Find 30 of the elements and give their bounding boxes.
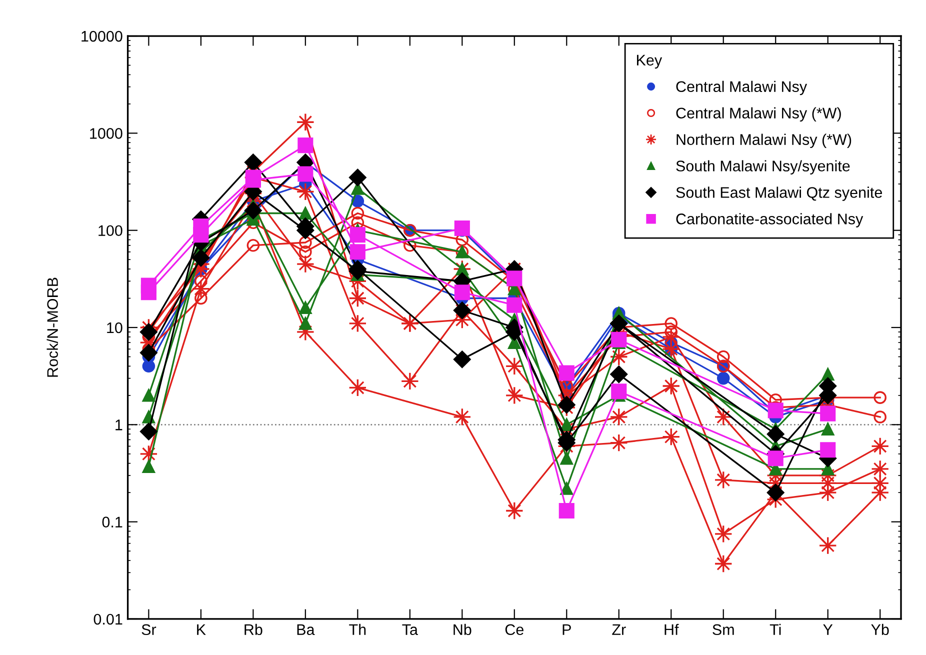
x-tick-label: Ba — [297, 624, 315, 636]
x-tick-label: Hf — [664, 624, 679, 635]
x-tick-label: Th — [349, 624, 366, 635]
x-tick-label: Ce — [505, 624, 524, 636]
y-tick-label: 10000 — [82, 30, 122, 42]
legend-title: Key — [637, 54, 662, 69]
x-tick-label: Nb — [454, 624, 472, 636]
x-tick-label: Sm — [712, 624, 734, 636]
legend-label: South East Malawi Qtz syenite — [676, 186, 882, 201]
legend-label: South Malawi Nsy/syenite — [676, 160, 850, 174]
x-tick-label: K — [197, 624, 206, 635]
y-axis-title: Rock/N-MORB — [46, 278, 58, 377]
y-tick-label: 10 — [107, 322, 122, 334]
legend-label: Northern Malawi Nsy (*W) — [676, 134, 852, 148]
x-tick-label: Sr — [142, 624, 156, 636]
x-tick-label: P — [562, 624, 571, 635]
y-tick-label: 0.1 — [102, 516, 122, 528]
legend-label: Central Malawi Nsy (*W) — [676, 107, 841, 122]
x-tick-label: Rb — [244, 624, 262, 636]
x-tick-label: Yb — [871, 624, 889, 636]
y-tick-label: 1000 — [90, 128, 122, 139]
x-tick-label: Zr — [612, 624, 626, 635]
legend-label: Carbonatite-associated Nsy — [676, 213, 864, 228]
x-tick-label: Ti — [770, 624, 781, 635]
y-tick-label: 0.01 — [94, 614, 122, 625]
x-tick-label: Ta — [402, 624, 418, 636]
x-tick-label: Y — [823, 624, 833, 635]
y-tick-label: 1 — [116, 420, 122, 430]
y-tick-label: 100 — [98, 225, 122, 236]
legend-label: Central Malawi Nsy — [676, 80, 808, 96]
